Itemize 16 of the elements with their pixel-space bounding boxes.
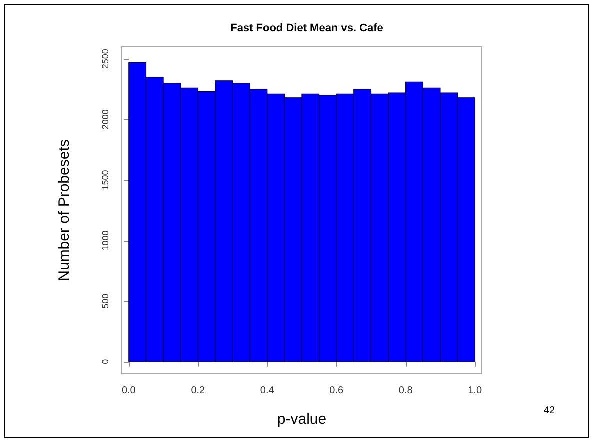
x-tick-label: 0.0 — [122, 386, 136, 396]
chart-title: Fast Food Diet Mean vs. Cafe — [230, 22, 384, 34]
y-tick-label: 0 — [100, 359, 110, 364]
x-tick-label: 1.0 — [468, 386, 482, 396]
x-tick-label: 0.2 — [191, 386, 206, 396]
text: 42 — [544, 406, 556, 416]
y-tick-label: 2000 — [100, 110, 110, 130]
x-tick-label: 0.6 — [330, 386, 344, 396]
y-tick-label: 500 — [100, 294, 110, 309]
y-axis-title: Number of Probesets — [56, 140, 73, 282]
y-tick-label: 1000 — [100, 230, 110, 251]
y-tick-label: 1500 — [100, 170, 110, 190]
y-tick-label: 2500 — [100, 49, 110, 70]
x-tick-label: 0.4 — [260, 386, 275, 396]
x-axis-title: p-value — [277, 411, 327, 428]
x-tick-label: 0.8 — [398, 386, 414, 396]
